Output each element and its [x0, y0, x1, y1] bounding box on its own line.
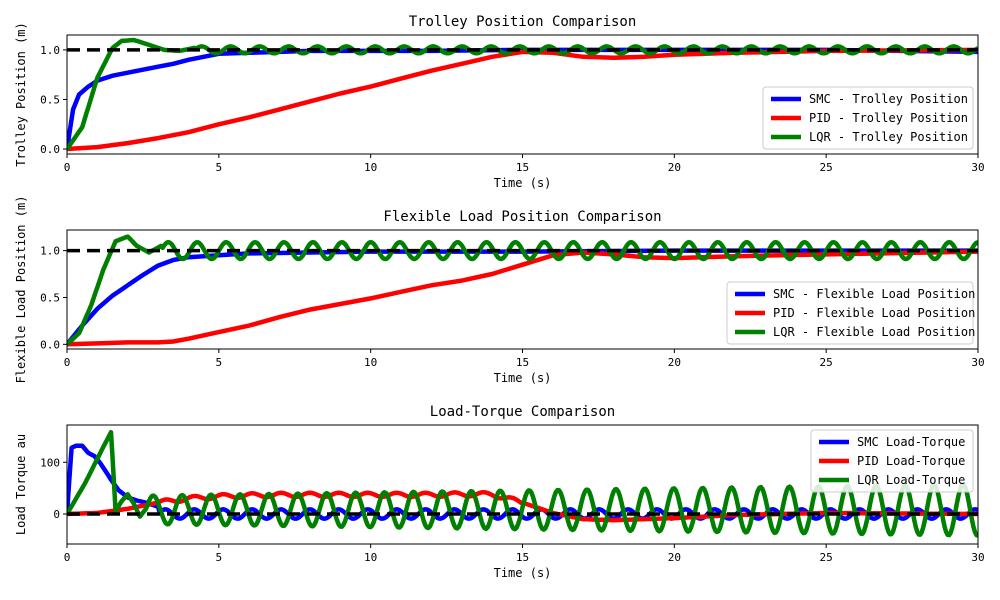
x-tick-label: 20: [668, 551, 681, 564]
axes-frame: [66, 424, 979, 545]
chart-title: Load-Torque Comparison: [430, 404, 615, 420]
chart-panel-3: Load-Torque Comparison 0 5 10 15 20 25 30 0 100 Ti…: [14, 404, 985, 580]
series-line-ff0000: [67, 47, 978, 152]
legend-label: LQR - Flexible Load Position: [773, 325, 975, 339]
x-tick-label: 5: [216, 356, 223, 369]
chart-panel-1: Trolley Position Comparison 0 5 10 15 20 25 30 0…: [14, 14, 985, 190]
y-tick-label: 100: [40, 456, 60, 469]
x-tick-label: 15: [516, 161, 529, 174]
x-tick-label: 20: [668, 356, 681, 369]
x-tick-label: 15: [516, 356, 529, 369]
x-tick-label: 5: [216, 551, 223, 564]
y-axis-label: Flexible Load Position (m): [14, 196, 28, 384]
y-tick-label: 1.0: [40, 245, 60, 258]
axes-frame: [66, 229, 979, 350]
x-axis-label: Time (s): [494, 566, 552, 580]
legend-label: PID - Flexible Load Position: [773, 306, 975, 320]
x-tick-label: 10: [364, 356, 377, 369]
legend-label: LQR Load-Torque: [857, 473, 965, 487]
x-tick-label: 30: [971, 356, 984, 369]
legend: SMC - Flexible Load Position PID - Flexib…: [726, 281, 975, 345]
legend-box: [810, 429, 974, 493]
plot-area: [67, 37, 978, 152]
legend-label: SMC Load-Torque: [857, 435, 965, 449]
series-line-008000: [67, 429, 978, 538]
legend-label: SMC - Flexible Load Position: [773, 287, 975, 301]
x-tick-label: 25: [820, 551, 833, 564]
x-axis-label: Time (s): [494, 176, 552, 190]
plot-area: [67, 234, 978, 347]
chart-panel-2: Flexible Load Position Comparison 0 5 10 15 2…: [14, 196, 985, 385]
legend: SMC Load-Torque PID Load-Torque LQR Load-T…: [810, 429, 974, 493]
x-tick-label: 0: [64, 161, 71, 174]
y-axis-label: Trolley Position (m): [14, 22, 28, 167]
legend-label: PID - Trolley Position: [809, 111, 968, 125]
x-tick-label: 5: [216, 161, 223, 174]
x-tick-label: 30: [971, 551, 984, 564]
x-tick-label: 25: [820, 356, 833, 369]
x-tick-label: 10: [364, 551, 377, 564]
chart-title: Trolley Position Comparison: [409, 14, 637, 30]
axes-frame: [66, 34, 979, 155]
y-tick-label: 0.0: [40, 143, 60, 156]
chart-title: Flexible Load Position Comparison: [383, 209, 661, 225]
x-tick-label: 0: [64, 356, 71, 369]
plot-area: [67, 429, 978, 538]
legend: SMC - Trolley Position PID - Trolley Posi…: [762, 86, 974, 150]
x-tick-label: 20: [668, 161, 681, 174]
x-tick-label: 30: [971, 161, 984, 174]
legend-label: SMC - Trolley Position: [809, 92, 968, 106]
y-tick-label: 1.0: [40, 44, 60, 57]
y-tick-label: 0.0: [40, 338, 60, 351]
x-tick-label: 15: [516, 551, 529, 564]
y-tick-label: 0.5: [40, 291, 60, 304]
y-tick-label: 0: [53, 508, 60, 521]
x-tick-label: 25: [820, 161, 833, 174]
x-tick-label: 0: [64, 551, 71, 564]
series-line-008000: [67, 37, 978, 151]
legend-label: PID Load-Torque: [857, 454, 965, 468]
legend-box: [762, 86, 974, 150]
legend-box: [726, 281, 974, 345]
x-axis-label: Time (s): [494, 371, 552, 385]
legend-label: LQR - Trolley Position: [809, 130, 968, 144]
y-axis-label: Load Torque au: [14, 434, 28, 535]
y-tick-label: 0.5: [40, 93, 60, 106]
x-tick-label: 10: [364, 161, 377, 174]
